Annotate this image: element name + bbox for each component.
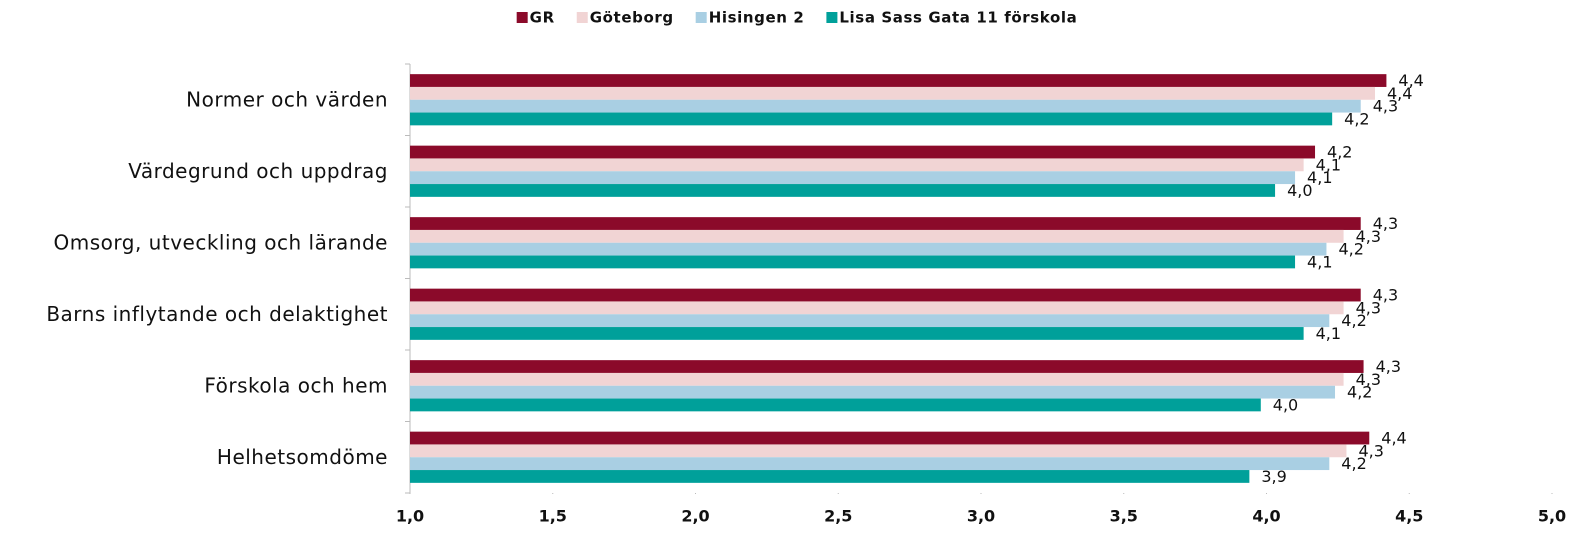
category-label: Barns inflytande och delaktighet: [46, 302, 388, 326]
data-label: 3,9: [1261, 467, 1286, 486]
data-label: 4,4: [1381, 429, 1406, 448]
bar: [410, 145, 1316, 159]
data-label: 4,3: [1356, 298, 1381, 317]
legend-swatch: [516, 12, 528, 23]
legend-item: Göteborg: [576, 9, 674, 27]
data-label: 4,3: [1356, 370, 1381, 389]
x-tick-label: 4,0: [1252, 507, 1280, 526]
x-tick-label: 1,0: [396, 507, 424, 526]
data-label: 4,2: [1341, 454, 1366, 473]
bar: [410, 314, 1330, 328]
data-label: 4,3: [1356, 227, 1381, 246]
legend-label: GR: [530, 9, 555, 27]
bar: [410, 431, 1370, 445]
bar: [410, 74, 1387, 87]
category-label: Värdegrund och uppdrag: [128, 159, 388, 183]
data-label: 4,2: [1344, 109, 1369, 128]
bar: [410, 217, 1361, 230]
bar: [410, 288, 1361, 302]
bar: [410, 112, 1333, 126]
bar: [410, 398, 1261, 412]
category-label: Helhetsomdöme: [217, 445, 388, 469]
data-label: 4,0: [1287, 181, 1312, 200]
data-label: 4,4: [1387, 84, 1412, 103]
legend-swatch: [576, 12, 588, 23]
bar: [410, 457, 1330, 471]
bar: [410, 184, 1276, 197]
x-tick-label: 5,0: [1538, 507, 1566, 526]
data-label: 4,3: [1373, 214, 1398, 233]
legend-swatch: [826, 12, 838, 23]
data-label: 4,2: [1338, 240, 1363, 259]
category-label: Förskola och hem: [204, 373, 388, 397]
x-tick-label: 2,0: [681, 507, 709, 526]
x-tick-label: 2,5: [824, 507, 852, 526]
data-label: 4,4: [1398, 71, 1423, 90]
data-label: 4,3: [1373, 97, 1398, 116]
data-label: 4,3: [1373, 286, 1398, 305]
data-label: 4,1: [1307, 252, 1332, 271]
x-tick-label: 4,5: [1395, 507, 1423, 526]
bar: [410, 158, 1304, 172]
x-tick-label: 3,5: [1110, 507, 1138, 526]
legend-item: Hisingen 2: [695, 9, 805, 27]
bar: [410, 255, 1296, 269]
bar: [410, 385, 1336, 399]
legend-label: Hisingen 2: [709, 9, 805, 27]
data-label: 4,3: [1376, 357, 1401, 376]
data-label: 4,1: [1316, 155, 1341, 174]
bar: [410, 99, 1361, 113]
data-label: 4,3: [1358, 441, 1383, 460]
bar: [410, 301, 1344, 315]
legend-item: GR: [516, 9, 555, 27]
bar: [410, 444, 1347, 458]
legend-swatch: [695, 12, 707, 23]
bar: [410, 242, 1327, 256]
data-label: 4,2: [1341, 311, 1366, 330]
bar: [410, 229, 1344, 243]
bar: [410, 86, 1375, 100]
bar: [410, 372, 1344, 386]
data-label: 4,2: [1327, 143, 1352, 162]
x-tick-label: 1,5: [539, 507, 567, 526]
x-tick-label: 3,0: [967, 507, 995, 526]
data-label: 4,1: [1307, 168, 1332, 187]
bar: [410, 171, 1296, 185]
bar: [410, 327, 1304, 340]
data-label: 4,2: [1347, 383, 1372, 402]
category-label: Omsorg, utveckling och lärande: [54, 230, 388, 254]
bar: [410, 470, 1250, 483]
data-label: 4,1: [1316, 324, 1341, 343]
legend-item: Lisa Sass Gata 11 förskola: [826, 9, 1077, 27]
legend-label: Lisa Sass Gata 11 förskola: [839, 9, 1077, 27]
data-label: 4,0: [1273, 395, 1298, 414]
bar: [410, 360, 1364, 373]
category-label: Normer och värden: [186, 87, 388, 111]
legend-label: Göteborg: [590, 9, 674, 27]
